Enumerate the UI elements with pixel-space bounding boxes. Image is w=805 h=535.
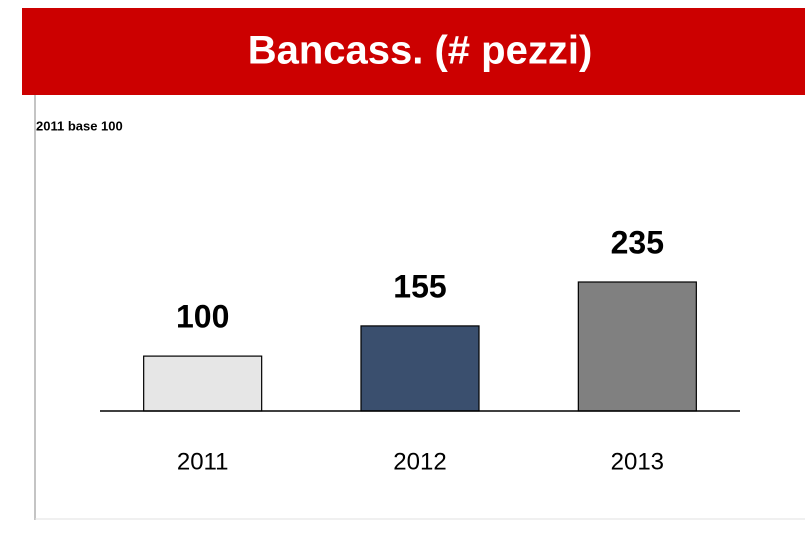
data-label: 100 bbox=[176, 299, 229, 335]
bar bbox=[360, 325, 480, 412]
header-band bbox=[22, 8, 805, 95]
x-tick-label: 2013 bbox=[611, 448, 664, 475]
data-label: 235 bbox=[611, 224, 664, 260]
chart-title: Bancass. (# pezzi) bbox=[248, 29, 593, 73]
bar bbox=[577, 281, 697, 412]
x-tick-label: 2011 bbox=[177, 448, 229, 475]
chart-subtitle: 2011 base 100 bbox=[36, 118, 123, 133]
bar bbox=[143, 355, 263, 412]
x-tick-label: 2012 bbox=[393, 448, 446, 475]
data-label: 155 bbox=[393, 268, 446, 304]
